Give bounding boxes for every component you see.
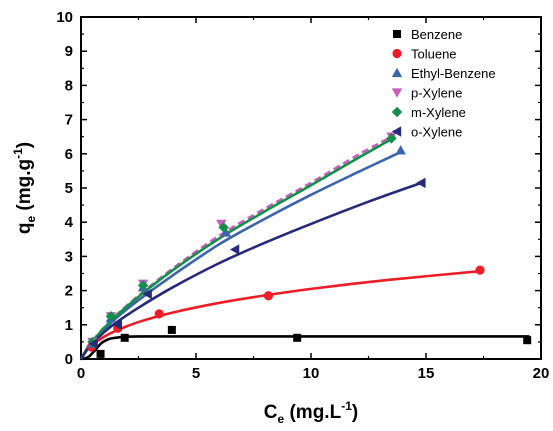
data-point-m-xylene: [137, 280, 149, 291]
legend-label: Ethyl-Benzene: [411, 66, 496, 81]
fit-curves: [79, 135, 530, 361]
data-point-m-xylene: [386, 133, 397, 144]
x-tick-label: 10: [303, 365, 320, 382]
legend-label: m-Xylene: [411, 105, 466, 120]
data-points: [86, 132, 532, 358]
legend-label: Benzene: [411, 27, 462, 42]
data-point-benzene: [523, 336, 532, 345]
data-point-ethyl-benzene: [395, 145, 406, 155]
y-tick-label: 0: [65, 351, 73, 368]
legend-label: p-Xylene: [411, 86, 462, 101]
y-tick-label: 6: [65, 146, 73, 163]
data-point-benzene: [293, 333, 302, 342]
legend-marker-o-xylene: [391, 126, 402, 137]
fit-curve-benzene: [80, 335, 530, 361]
y-tick-label: 1: [65, 317, 73, 334]
y-tick-label: 8: [65, 77, 73, 94]
legend: Benzene Toluene Ethyl-Benzene p-Xylene m-Xyl…: [391, 27, 496, 140]
legend-marker-p-xylene: [391, 88, 403, 98]
data-point-m-xylene: [105, 311, 117, 322]
y-tick-label: 4: [65, 214, 74, 231]
fit-curve-p-xylene: [79, 135, 393, 360]
data-point-o-xylene: [88, 338, 98, 349]
data-point-benzene: [96, 349, 105, 358]
data-point-toluene: [154, 309, 164, 319]
x-tick-label: 15: [418, 365, 435, 382]
y-tick-label: 5: [65, 180, 73, 197]
legend-marker-benzene: [393, 30, 401, 38]
fit-curve-o-xylene: [79, 181, 422, 360]
data-point-o-xylene: [142, 288, 152, 300]
legend-label: o-Xylene: [411, 125, 462, 140]
data-point-p-xylene: [216, 219, 227, 230]
axes: 0 5 10 15 20 0 1 2 3 4 5 6 7 8 9 10: [56, 9, 549, 382]
x-tick-label: 20: [533, 365, 550, 382]
y-axis-title: qe (mg.g-1): [11, 142, 38, 234]
x-tick-label: 5: [192, 365, 200, 382]
y-tick-label: 3: [65, 248, 73, 265]
fit-curve-ethyl-benzene: [79, 150, 402, 360]
data-point-benzene: [167, 325, 176, 334]
y-tick-label: 2: [65, 283, 73, 300]
data-point-m-xylene: [218, 222, 229, 233]
legend-marker-m-xylene: [391, 106, 403, 118]
legend-marker-ethyl-benzene: [391, 67, 403, 78]
data-point-ethyl-benzene: [220, 227, 232, 237]
data-point-toluene: [475, 265, 485, 275]
x-tick-label: 0: [77, 365, 85, 382]
data-point-toluene: [263, 291, 274, 301]
y-tick-label: 10: [56, 9, 73, 26]
y-tick-label: 9: [65, 43, 73, 60]
data-point-benzene: [120, 333, 129, 342]
data-point-o-xylene: [416, 177, 426, 189]
x-axis-title: Ce (mg.L-1): [264, 399, 358, 426]
data-point-o-xylene: [112, 319, 122, 330]
data-point-o-xylene: [229, 244, 240, 255]
legend-label: Toluene: [411, 47, 457, 62]
legend-marker-toluene: [392, 48, 402, 59]
y-tick-label: 7: [65, 112, 73, 129]
